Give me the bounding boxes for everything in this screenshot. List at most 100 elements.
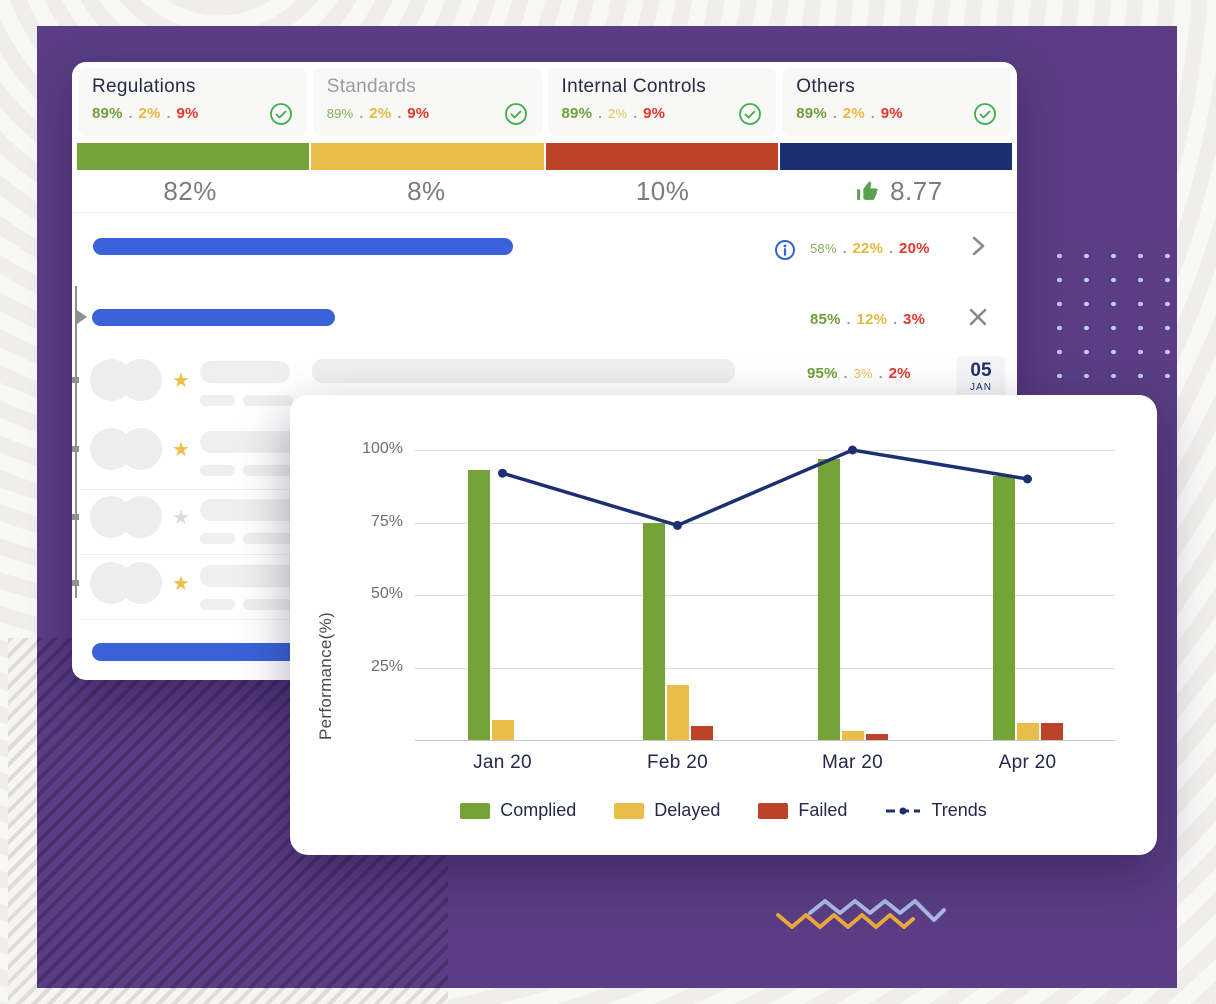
- check-circle-icon: [269, 102, 293, 126]
- stat-separator: .: [633, 105, 638, 121]
- bar-delayed-feb-20: [666, 684, 689, 740]
- timeline-tick: [72, 446, 79, 452]
- close-icon[interactable]: [966, 305, 990, 329]
- legend-line-swatch: [886, 807, 921, 814]
- timeline-tick: [72, 580, 79, 586]
- stat-separator: .: [870, 105, 875, 121]
- info-icon[interactable]: [774, 239, 796, 261]
- avatar-pair: [90, 562, 165, 604]
- skeleton-text: [200, 395, 235, 406]
- star-icon[interactable]: ★: [172, 573, 190, 595]
- gridline: [415, 667, 1115, 669]
- progress-bar: [93, 238, 513, 255]
- row-stats: 95%. 3%. 2%: [807, 365, 911, 383]
- category-title: Others: [796, 76, 856, 97]
- skeleton-text: [243, 533, 293, 544]
- bar-complied-jan-20: [467, 470, 490, 740]
- stat-value: 20%: [899, 240, 930, 257]
- stat-value: 3%: [853, 366, 873, 381]
- performance-chart-card: Performance(%) 100% 75% 50% 25% Jan 20 Feb 20…: [290, 395, 1157, 855]
- trend-line: [498, 445, 1032, 530]
- stat-separator: .: [128, 105, 133, 121]
- category-stats: 89%. 2%. 9%: [562, 105, 666, 123]
- y-axis-tick-label: 50%: [370, 585, 403, 602]
- gridline: [415, 522, 1115, 524]
- stat-value: 12%: [856, 311, 888, 328]
- legend-item-failed[interactable]: Failed: [758, 800, 847, 821]
- chevron-right-icon[interactable]: [965, 233, 991, 259]
- date-month: JAN: [970, 382, 992, 393]
- avatar-pair: [90, 496, 165, 538]
- star-icon[interactable]: ★: [172, 370, 190, 392]
- chart-legend: Complied Delayed Failed Trends: [290, 800, 1157, 821]
- stat-separator: .: [397, 105, 402, 121]
- trend-point: [673, 520, 682, 530]
- category-card-others[interactable]: Others 89%. 2%. 9%: [782, 68, 1011, 136]
- y-axis-title: Performance(%): [316, 612, 335, 740]
- category-header-row: Regulations 89%. 2%. 9% Standards 89%. 2%. 9…: [78, 68, 1011, 136]
- category-title: Internal Controls: [561, 76, 707, 97]
- legend-label: Trends: [931, 800, 987, 820]
- trend-point: [1023, 474, 1032, 484]
- avatar-pair: [90, 359, 165, 401]
- category-card-regulations[interactable]: Regulations 89%. 2%. 9%: [78, 68, 307, 136]
- y-axis-tick-label: 75%: [370, 512, 403, 530]
- skeleton-text: [200, 533, 235, 544]
- total-failed: 10%: [635, 175, 690, 206]
- skeleton-text: [243, 465, 293, 476]
- date-day: 05: [970, 360, 992, 381]
- skeleton-text: [312, 359, 735, 383]
- x-axis-label: Jan 20: [473, 752, 532, 773]
- distribution-segment-complied: [77, 143, 310, 170]
- trend-point: [848, 445, 857, 455]
- stat-value: 58%: [810, 241, 837, 256]
- legend-item-complied[interactable]: Complied: [460, 800, 576, 821]
- y-axis-tick-label: 100%: [362, 440, 403, 457]
- total-complied: 82%: [163, 175, 217, 206]
- category-card-internal-controls[interactable]: Internal Controls 89%. 2%. 9%: [547, 68, 777, 136]
- stat-separator: .: [359, 105, 364, 121]
- check-circle-icon: [973, 102, 997, 126]
- stat-value: 89%: [561, 105, 593, 122]
- stat-value: 95%: [807, 365, 838, 382]
- timeline-cursor[interactable]: [77, 310, 87, 324]
- bar-delayed-jan-20: [491, 719, 514, 740]
- bar-complied-apr-20: [992, 476, 1015, 740]
- x-axis-label: Feb 20: [647, 752, 708, 773]
- skeleton-text: [243, 599, 293, 610]
- timeline-tick: [72, 377, 79, 383]
- timeline-track[interactable]: [75, 286, 77, 598]
- trend-point: [498, 468, 507, 478]
- distribution-segment-delayed: [311, 143, 544, 170]
- star-icon[interactable]: ★: [172, 507, 190, 529]
- bar-failed-apr-20: [1040, 722, 1063, 740]
- category-card-standards[interactable]: Standards 89%. 2%. 9%: [312, 68, 542, 136]
- skeleton-text: [243, 395, 293, 406]
- category-title: Standards: [326, 76, 417, 97]
- bar-delayed-mar-20: [841, 731, 864, 740]
- bar-complied-mar-20: [817, 458, 840, 740]
- stat-value: 89%: [92, 105, 123, 122]
- star-icon[interactable]: ★: [172, 439, 190, 461]
- check-circle-icon: [504, 102, 528, 126]
- category-stats: 89%. 2%. 9%: [327, 105, 430, 123]
- totals-row: 82% 8% 10% 8.77: [72, 170, 1017, 213]
- zigzag-blue-line: [808, 899, 946, 922]
- stat-separator: .: [843, 365, 848, 381]
- timeline-tick: [72, 514, 79, 520]
- progress-bar: [92, 309, 335, 326]
- stat-value: 85%: [810, 311, 841, 328]
- date-badge: 05 JAN: [957, 356, 1005, 402]
- category-stats: 89%. 2%. 9%: [796, 105, 903, 123]
- stat-value: 9%: [880, 105, 903, 122]
- stat-value: 2%: [369, 105, 392, 122]
- thumbs-up-icon: [855, 179, 880, 204]
- legend-item-delayed[interactable]: Delayed: [614, 800, 720, 821]
- distribution-segment-others: [779, 143, 1012, 170]
- legend-item-trends[interactable]: Trends: [885, 800, 987, 821]
- zigzag-orange-line: [776, 913, 915, 929]
- stat-value: 2%: [888, 365, 911, 382]
- skeleton-text: [200, 465, 235, 476]
- stat-value: 2%: [842, 105, 865, 122]
